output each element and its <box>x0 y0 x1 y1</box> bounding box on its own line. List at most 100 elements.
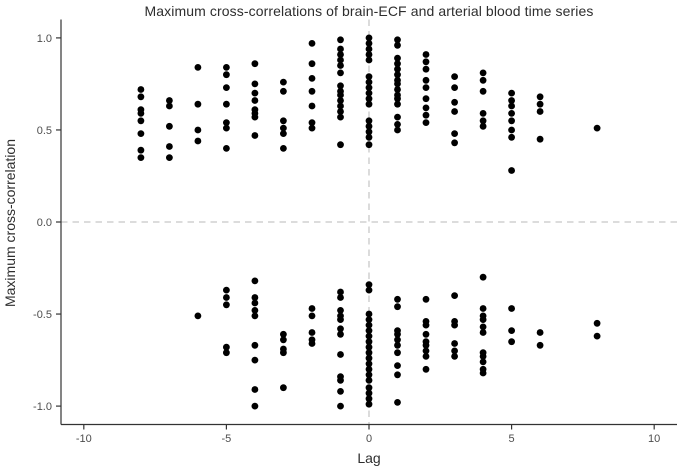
data-point <box>394 303 401 311</box>
data-point <box>365 84 373 91</box>
data-point <box>337 376 344 384</box>
data-point <box>479 87 487 95</box>
data-point <box>194 312 202 320</box>
data-point <box>365 45 373 53</box>
data-point <box>337 288 344 296</box>
data-point <box>166 154 173 162</box>
y-axis-title: Maximum cross-correlation <box>2 138 18 308</box>
data-point <box>508 126 515 134</box>
data-point <box>280 124 287 132</box>
data-point <box>223 64 230 71</box>
data-point <box>422 76 430 84</box>
data-point <box>479 110 487 117</box>
data-point <box>451 340 458 347</box>
data-point <box>365 395 373 403</box>
data-point <box>536 100 544 108</box>
data-point <box>223 84 230 91</box>
data-point <box>451 321 458 329</box>
data-point <box>223 343 230 351</box>
data-point <box>593 124 601 132</box>
data-point <box>337 141 344 149</box>
data-point <box>508 305 515 312</box>
data-point <box>308 75 316 82</box>
data-point <box>451 98 458 106</box>
data-point <box>479 316 487 323</box>
data-point <box>308 60 316 68</box>
data-point <box>223 100 230 108</box>
data-point <box>365 122 373 130</box>
data-point <box>422 119 430 126</box>
data-point <box>508 338 515 346</box>
data-point <box>422 104 430 112</box>
data-point <box>280 330 287 338</box>
data-point <box>337 69 344 77</box>
data-point <box>479 117 487 125</box>
x-tick-label: -5 <box>222 433 232 445</box>
data-point <box>422 65 430 73</box>
data-point <box>280 117 287 125</box>
x-tick-label: -10 <box>76 433 92 445</box>
data-point <box>422 353 430 360</box>
data-point <box>337 36 344 44</box>
data-point <box>308 40 316 47</box>
data-point <box>194 137 202 145</box>
data-point <box>365 332 373 340</box>
data-point <box>166 143 173 150</box>
data-point <box>365 34 373 42</box>
data-point <box>365 73 373 80</box>
data-point <box>479 69 487 77</box>
data-point <box>137 86 145 93</box>
data-point <box>394 95 401 103</box>
data-point <box>365 133 373 141</box>
data-point <box>308 124 316 132</box>
data-point <box>308 87 316 95</box>
data-point <box>451 84 458 91</box>
data-point <box>337 294 344 301</box>
data-point <box>451 347 458 355</box>
data-point <box>365 327 373 334</box>
data-point <box>337 62 344 69</box>
data-point <box>251 341 259 349</box>
data-point <box>479 76 487 84</box>
data-point <box>137 110 145 117</box>
x-tick-label: 5 <box>509 433 515 445</box>
data-point <box>536 135 544 143</box>
data-point <box>365 376 373 384</box>
data-point <box>223 349 230 357</box>
data-point <box>508 327 515 334</box>
data-point <box>394 100 401 108</box>
data-point <box>223 71 230 79</box>
x-tick-label: 0 <box>366 433 372 445</box>
data-point <box>479 122 487 130</box>
data-point <box>394 65 401 73</box>
data-point <box>479 305 487 312</box>
data-point <box>137 154 145 162</box>
data-point <box>394 60 401 68</box>
data-point <box>479 358 487 366</box>
data-point <box>394 36 401 44</box>
data-point <box>394 349 401 357</box>
plot-title: Maximum cross-correlations of brain-ECF … <box>144 3 594 19</box>
data-point <box>422 295 430 303</box>
data-point <box>593 332 601 340</box>
data-point <box>394 121 401 128</box>
data-point <box>365 51 373 58</box>
data-point <box>365 321 373 329</box>
data-point <box>394 54 401 62</box>
data-point <box>422 321 430 329</box>
data-point <box>422 111 430 119</box>
data-point <box>451 130 458 138</box>
data-point <box>251 60 259 68</box>
data-point <box>394 341 401 349</box>
x-tick-label: 10 <box>648 433 660 445</box>
data-point <box>137 146 145 154</box>
data-point <box>308 312 316 320</box>
data-point <box>251 299 259 307</box>
data-point <box>280 336 287 344</box>
data-point <box>280 349 287 357</box>
data-point <box>280 145 287 152</box>
data-point <box>394 86 401 93</box>
data-point <box>337 108 344 115</box>
data-point <box>451 108 458 115</box>
data-point <box>251 80 259 88</box>
